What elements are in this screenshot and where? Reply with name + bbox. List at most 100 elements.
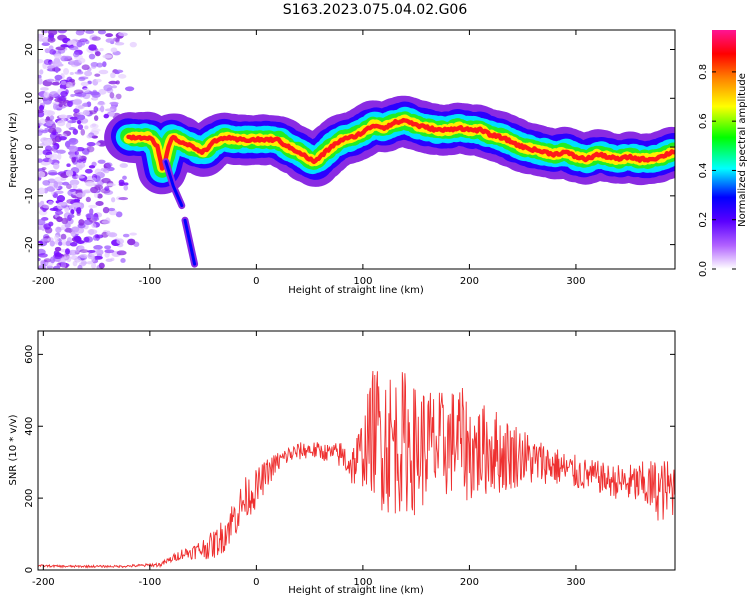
heatmap-noise-cell xyxy=(38,77,43,85)
heatmap-noise-cell xyxy=(129,232,138,236)
heatmap-noise-cell xyxy=(122,175,127,180)
heatmap-noise-cell xyxy=(93,192,99,198)
heatmap-noise-cell xyxy=(91,36,101,41)
heatmap-noise-cell xyxy=(77,114,86,121)
heatmap-noise-cell xyxy=(69,71,74,75)
heatmap-noise-cell xyxy=(75,147,85,152)
heatmap-noise-cell xyxy=(39,69,44,75)
heatmap-noise-cell xyxy=(105,33,114,38)
heatmap-noise-cell xyxy=(51,145,58,150)
snr-x-tick-label: -100 xyxy=(138,577,161,588)
heatmap-noise-cell xyxy=(55,226,62,233)
heatmap-noise-cell xyxy=(80,128,86,136)
snr-y-tick-label: 600 xyxy=(24,345,35,364)
heatmap-noise-cell xyxy=(65,248,70,255)
heatmap-noise-cell xyxy=(73,235,82,242)
heatmap-noise-cell xyxy=(38,105,45,111)
heatmap-noise-cell xyxy=(69,153,77,158)
heatmap-noise-cell xyxy=(54,190,64,194)
heatmap-noise-cell xyxy=(104,245,112,250)
heatmap-noise-cell xyxy=(58,114,68,119)
heatmap-noise-cell xyxy=(65,122,72,129)
heatmap-noise-cell xyxy=(38,148,43,156)
heatmap-noise-cell xyxy=(38,109,44,114)
heatmap-noise-cell xyxy=(54,74,63,81)
heatmap-noise-cell xyxy=(93,245,103,250)
heatmap-noise-cell xyxy=(64,206,70,213)
heatmap-noise-cell xyxy=(85,30,95,34)
heatmap-noise-cell xyxy=(78,57,86,64)
heatmap-noise-cell xyxy=(41,167,47,171)
heatmap-x-tick-label: -200 xyxy=(32,276,55,287)
heatmap-noise-cell xyxy=(46,186,56,192)
heatmap-noise-cell xyxy=(64,227,73,233)
heatmap-noise-cell xyxy=(109,111,115,117)
heatmap-noise-cell xyxy=(111,85,118,89)
heatmap-noise-cell xyxy=(66,163,71,167)
heatmap-noise-cell xyxy=(116,250,127,256)
heatmap-noise-cell xyxy=(64,57,69,62)
heatmap-noise-cell xyxy=(69,45,79,51)
heatmap-noise-cell xyxy=(105,38,115,43)
heatmap-noise-cell xyxy=(76,159,83,163)
heatmap-noise-cell xyxy=(38,170,46,178)
heatmap-noise-cell xyxy=(38,187,46,195)
snr-x-tick-label: -200 xyxy=(32,577,55,588)
heatmap-noise-cell xyxy=(69,214,75,219)
colorbar-gradient xyxy=(712,30,736,269)
heatmap-noise-cell xyxy=(75,30,85,36)
heatmap-noise-cell xyxy=(47,37,56,43)
heatmap-noise-cell xyxy=(95,78,102,83)
heatmap-noise-cell xyxy=(43,223,52,230)
heatmap-noise-cell xyxy=(75,104,85,110)
heatmap-x-axis-label: Height of straight line (km) xyxy=(288,285,424,296)
heatmap-noise-cell xyxy=(53,180,59,188)
heatmap-noise-cell xyxy=(76,154,82,159)
heatmap-noise-cell xyxy=(84,168,93,174)
heatmap-noise-cell xyxy=(114,42,125,46)
heatmap-noise-cell xyxy=(79,249,89,253)
heatmap-y-tick-label: 0 xyxy=(24,144,35,150)
heatmap-x-tick-label: 0 xyxy=(253,276,259,287)
heatmap-noise-cell xyxy=(82,87,90,93)
heatmap-noise-cell xyxy=(82,102,90,107)
heatmap-noise-cell xyxy=(99,47,104,52)
snr-y-tick-label: 400 xyxy=(24,417,35,436)
heatmap-ridge-band-5 xyxy=(126,117,675,171)
heatmap-noise-cell xyxy=(55,46,66,51)
heatmap-noise-cell xyxy=(73,89,84,95)
heatmap-noise-cell xyxy=(68,138,79,145)
heatmap-noise-cell xyxy=(43,98,52,105)
heatmap-noise-cell xyxy=(43,91,50,98)
heatmap-noise-cell xyxy=(82,109,90,116)
heatmap-noise-cell xyxy=(53,162,60,170)
snr-x-tick-label: 0 xyxy=(253,577,259,588)
heatmap-noise-cell xyxy=(84,70,93,77)
heatmap-noise-cell xyxy=(53,103,58,110)
heatmap-noise-cell xyxy=(103,113,109,119)
heatmap-noise-cell xyxy=(105,162,113,168)
heatmap-noise-cell xyxy=(38,264,46,269)
colorbar-axes: 0.0 0.2 0.4 0.6 0.8 xyxy=(698,64,736,277)
heatmap-noise-cell xyxy=(41,30,48,34)
snr-x-tick-label: 200 xyxy=(460,577,479,588)
heatmap-noise-cell xyxy=(127,238,136,246)
heatmap-noise-cell xyxy=(57,30,67,34)
heatmap-noise-cell xyxy=(60,80,67,86)
heatmap-noise-cell xyxy=(109,92,115,99)
heatmap-noise-cell xyxy=(101,177,111,184)
snr-panel: -200 -100 0 100 200 300 0 200 400 600 Height of s… xyxy=(8,330,676,596)
heatmap-noise-cell xyxy=(48,183,54,188)
snr-x-tick-label: 300 xyxy=(566,577,585,588)
heatmap-noise-cell xyxy=(48,45,54,51)
heatmap-noise-cell xyxy=(54,176,64,183)
heatmap-noise-cell xyxy=(43,58,52,66)
heatmap-noise-cell xyxy=(39,200,45,206)
heatmap-noise-cell xyxy=(120,257,126,263)
heatmap-y-tick-label: 10 xyxy=(24,92,35,105)
heatmap-noise-cell xyxy=(74,257,82,263)
snr-frame xyxy=(37,330,676,571)
heatmap-noise-cell xyxy=(91,64,97,69)
